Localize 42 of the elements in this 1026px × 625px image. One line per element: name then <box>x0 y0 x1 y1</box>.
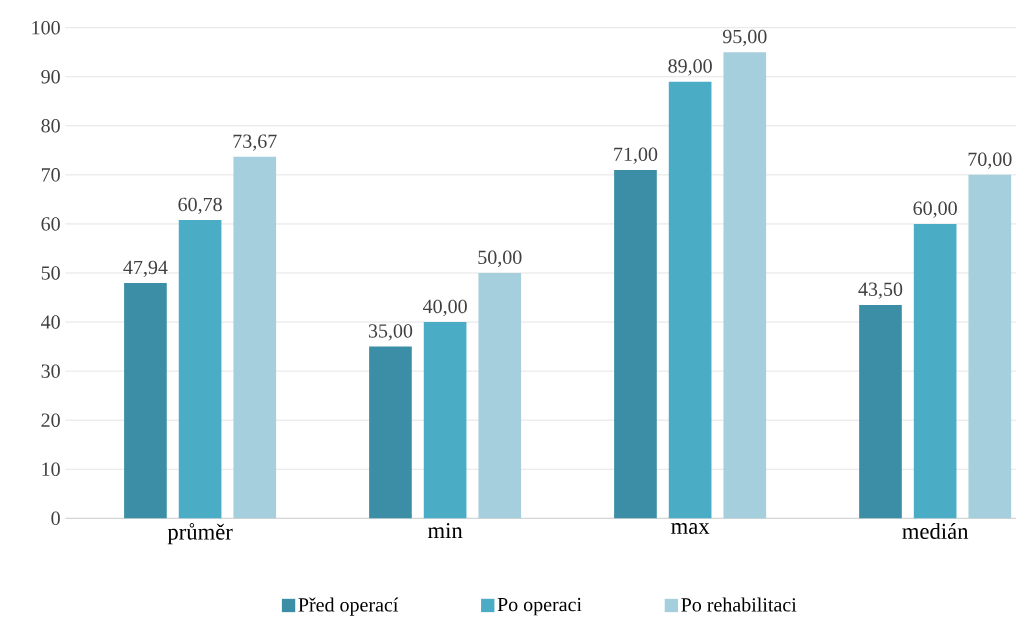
y-tick-label: 60 <box>41 217 60 231</box>
bar <box>178 220 222 519</box>
bar <box>369 346 412 519</box>
bar <box>723 52 767 519</box>
data-label: 43,50 <box>858 282 903 299</box>
data-label: 95,00 <box>722 29 767 47</box>
data-label: 40,00 <box>423 299 467 317</box>
bar <box>423 322 467 519</box>
y-tick-label: 20 <box>41 413 60 427</box>
x-tick-label: max <box>671 523 710 534</box>
data-label: 89,00 <box>668 59 712 76</box>
y-tick-label: 70 <box>41 168 60 182</box>
bar <box>859 304 902 519</box>
x-tick-label: min <box>427 523 463 539</box>
y-tick-label: 0 <box>51 511 60 526</box>
data-label: 71,00 <box>614 147 658 164</box>
y-tick-label: 30 <box>41 364 60 378</box>
x-tick-label: průměr <box>167 523 233 545</box>
bar <box>478 272 522 519</box>
bar <box>614 169 657 519</box>
bar <box>233 156 277 519</box>
x-tick-label: medián <box>902 523 969 540</box>
y-tick-label: 100 <box>32 20 60 35</box>
bar <box>968 174 1012 519</box>
data-label: 70,00 <box>968 152 1012 169</box>
legend-label: Po operaci <box>497 597 582 616</box>
y-tick-label: 50 <box>41 266 60 280</box>
data-label: 47,94 <box>123 260 168 278</box>
y-tick-label: 40 <box>41 315 60 329</box>
data-label: 35,00 <box>368 324 413 341</box>
legend-label: Před operací <box>298 597 399 616</box>
data-label: 50,00 <box>478 250 522 267</box>
bar <box>668 81 712 519</box>
y-tick-label: 10 <box>42 462 60 476</box>
bar <box>124 283 167 519</box>
data-label: 60,78 <box>178 197 222 215</box>
y-tick-label: 90 <box>41 69 60 84</box>
data-label: 60,00 <box>913 201 957 218</box>
data-label: 73,67 <box>233 134 277 151</box>
y-tick-label: 80 <box>41 119 60 133</box>
legend-label: Po rehabilitaci <box>681 597 797 612</box>
bar <box>913 223 957 519</box>
